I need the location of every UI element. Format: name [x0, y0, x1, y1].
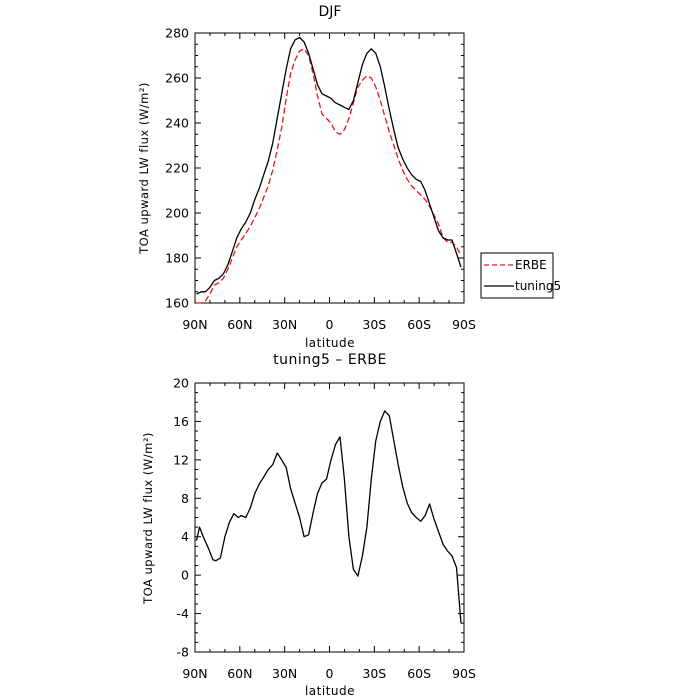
chart-title-top: DJF: [319, 4, 342, 20]
y-tick-label: 4: [181, 529, 189, 544]
legend-label-tuning5: tuning5: [515, 279, 561, 293]
y-tick-label: 8: [181, 491, 189, 506]
chart-title-bottom: tuning5 – ERBE: [273, 352, 387, 368]
y-tick-label: -4: [177, 606, 190, 621]
x-tick-label: 60N: [227, 317, 252, 332]
y-axis-bottom: -8 -4 0 4 8 12 16 20: [173, 376, 464, 660]
legend-label-erbe: ERBE: [515, 258, 547, 272]
x-tick-label: 90S: [452, 317, 476, 332]
x-tick-label: 30N: [272, 317, 297, 332]
y-tick-label: 12: [173, 452, 189, 467]
y-tick-label: 20: [173, 376, 189, 391]
x-tick-label: 60S: [407, 666, 431, 681]
y-tick-label: 200: [165, 206, 189, 221]
x-tick-label: 90N: [182, 666, 207, 681]
series-lines-bottom: [195, 410, 462, 624]
y-tick-label: 260: [165, 71, 189, 86]
x-axis-bottom: 90N 60N 30N 0 30S 60S 90S: [182, 383, 476, 681]
panel-top: DJF 90N 60N 30N 0 30S 60S 90S 160 180 200 220 240 2…: [137, 4, 561, 350]
x-tick-label: 30S: [362, 317, 386, 332]
panel-bottom: tuning5 – ERBE 90N 60N 30N 0 30S 60S 90S -8 -4 0…: [141, 352, 476, 698]
plot-frame-top: [194, 32, 465, 304]
x-tick-label: 0: [326, 666, 334, 681]
x-tick-label: 0: [326, 317, 334, 332]
x-axis-label-bottom: latitude: [305, 684, 355, 698]
x-tick-label: 60N: [227, 666, 252, 681]
y-tick-label: 220: [165, 161, 189, 176]
y-axis-top: 160 180 200 220 240 260 280: [165, 26, 464, 311]
x-axis-label-top: latitude: [305, 336, 355, 350]
y-tick-label: 16: [173, 414, 189, 429]
series-line-difference: [195, 410, 462, 624]
y-axis-label-bottom: TOA upward LW flux (W/m²): [141, 432, 155, 605]
x-axis-top: 90N 60N 30N 0 30S 60S 90S: [182, 33, 476, 332]
x-tick-label: 90N: [182, 317, 207, 332]
y-tick-label: 0: [181, 568, 189, 583]
legend-box: [480, 252, 554, 299]
y-tick-label: 180: [165, 251, 189, 266]
y-axis-label-top: TOA upward LW flux (W/m²): [137, 82, 151, 255]
legend: ERBE tuning5: [480, 252, 561, 299]
x-tick-label: 90S: [452, 666, 476, 681]
x-tick-label: 60S: [407, 317, 431, 332]
series-line-tuning5: [196, 36, 462, 295]
series-lines-top: [196, 36, 462, 304]
y-tick-label: 240: [165, 116, 189, 131]
y-tick-label: 160: [165, 296, 189, 311]
x-tick-label: 30S: [362, 666, 386, 681]
y-tick-label: 280: [165, 26, 189, 41]
x-tick-label: 30N: [272, 666, 297, 681]
series-line-erbe: [196, 48, 462, 304]
y-tick-label: -8: [177, 645, 190, 660]
